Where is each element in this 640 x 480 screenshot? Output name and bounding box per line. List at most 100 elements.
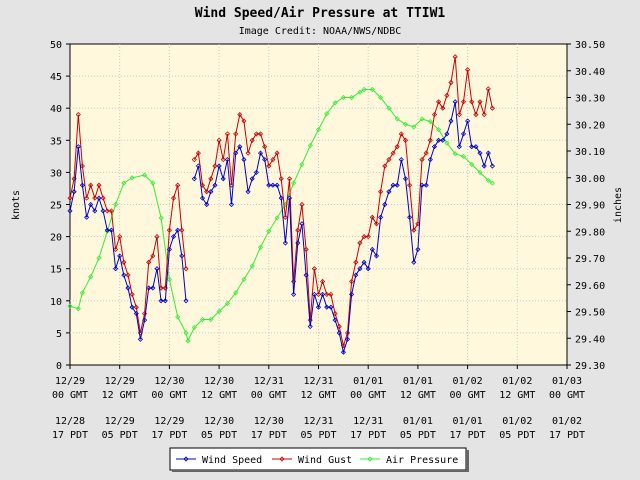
wind-gust-line (193, 56, 493, 348)
wind-speed-point (307, 323, 313, 330)
wind-gust-point (175, 182, 181, 188)
wind-gust-point (183, 266, 189, 272)
wind-speed-point (75, 144, 81, 150)
air-pressure-point (175, 314, 181, 320)
x-tick-gmt-date: 01/01 (403, 376, 433, 387)
wind-speed-point (92, 208, 98, 214)
wind-speed-point (208, 189, 214, 195)
x-tick-gmt-date: 12/31 (303, 376, 333, 387)
wind-gust-point (142, 311, 148, 317)
x-tick-gmt-date: 12/29 (55, 376, 85, 387)
x-tick-gmt-date: 01/01 (353, 376, 383, 387)
legend-shadow-bottom (172, 470, 469, 472)
x-tick-pdt-date: 12/29 (105, 416, 135, 427)
wind-gust-point (191, 157, 197, 163)
wind-speed-point (179, 253, 185, 259)
y-left-tick-label: 35 (50, 136, 62, 147)
wind-gust-point (398, 131, 404, 137)
x-tick-pdt-time: 05 PDT (300, 430, 336, 441)
x-tick-pdt-time: 05 PDT (102, 430, 138, 441)
y-axis-left-ticks: 0 5 10 15 20 25 30 35 40 45 50 (50, 40, 70, 372)
wind-speed-point (489, 163, 495, 169)
wind-gust-point (170, 195, 177, 201)
air-pressure-point (224, 300, 230, 307)
wind-speed-point (262, 157, 268, 163)
wind-speed-point (427, 157, 433, 163)
wind-gust-point (460, 99, 467, 105)
wind-gust-point (237, 112, 243, 118)
air-pressure-point (257, 244, 264, 250)
y-left-tick-label: 25 (50, 201, 62, 212)
wind-speed-point (142, 317, 148, 323)
wind-speed-point (365, 266, 371, 272)
wind-gust-point (79, 163, 85, 169)
wind-gust-point (394, 144, 400, 150)
wind-speed-point (415, 246, 421, 252)
air-pressure-point (452, 151, 458, 157)
wind-speed-point (133, 311, 139, 317)
wind-gust-point (162, 285, 168, 291)
wind-gust-point (133, 304, 139, 310)
wind-gust-point (125, 272, 131, 278)
legend-wind-speed-marker (183, 456, 189, 462)
wind-speed-point (121, 272, 127, 278)
wind-speed-point (278, 195, 284, 201)
wind-speed-point (431, 144, 438, 150)
wind-gust-point (245, 150, 251, 156)
wind-gust-point (440, 105, 446, 111)
legend-air-pressure-label: Air Pressure (386, 455, 458, 466)
wind-speed-point (71, 189, 77, 195)
x-tick-pdt-time: 17 PDT (450, 430, 486, 441)
air-pressure-point (113, 201, 119, 208)
wind-speed-point (311, 291, 317, 297)
x-tick-gmt-date: 01/03 (552, 376, 582, 387)
x-tick-pdt-date: 01/01 (453, 416, 483, 427)
wind-speed-point (291, 291, 297, 297)
x-tick-pdt-time: 17 PDT (251, 430, 287, 441)
air-pressure-point (419, 116, 425, 122)
x-tick-pdt-time: 05 PDT (201, 430, 237, 441)
legend-wind-gust-label: Wind Gust (298, 455, 352, 466)
wind-speed-point (220, 176, 226, 182)
x-tick-pdt-time: 17 PDT (350, 430, 386, 441)
air-pressure-point (291, 180, 297, 186)
wind-speed-point (195, 163, 201, 169)
wind-gust-point (113, 246, 119, 252)
wind-speed-point (249, 176, 255, 182)
wind-gust-point (233, 131, 239, 137)
wind-gust-point (423, 150, 429, 156)
wind-speed-point (456, 144, 462, 150)
x-tick-pdt-date: 01/02 (552, 416, 582, 427)
chart-title: Wind Speed/Air Pressure at TTIW1 (195, 6, 446, 21)
wind-gust-point (129, 291, 135, 297)
x-tick-pdt-date: 12/28 (55, 416, 85, 427)
wind-gust-point (286, 176, 293, 182)
wind-speed-point (166, 246, 172, 252)
air-pressure-point (485, 177, 491, 183)
y-right-tick-label: 29.90 (575, 201, 605, 212)
wind-gust-point (216, 137, 222, 143)
wind-gust-point (166, 227, 172, 233)
wind-speed-point (299, 221, 305, 227)
air-pressure-point (233, 290, 239, 296)
wind-speed-point (369, 246, 375, 252)
wind-gust-point (427, 137, 433, 143)
wind-speed-point (237, 144, 243, 150)
y-right-tick-label: 29.70 (575, 254, 605, 265)
air-pressure-point (96, 255, 102, 261)
y-right-tick-label: 30.10 (575, 147, 605, 158)
wind-gust-point (84, 195, 90, 201)
wind-speed-point (349, 291, 355, 297)
air-pressure-point (460, 153, 467, 159)
x-tick-pdt-time: 05 PDT (400, 430, 436, 441)
wind-gust-point (179, 227, 185, 233)
wind-speed-point (282, 240, 288, 246)
x-tick-gmt-time: 12 GMT (201, 390, 237, 401)
x-tick-gmt-date: 01/02 (453, 376, 483, 387)
wind-speed-point (402, 176, 409, 182)
air-pressure-point (199, 316, 206, 323)
wind-gust-point (357, 240, 363, 246)
wind-speed-point (204, 201, 210, 208)
y-right-tick-label: 30.00 (575, 174, 605, 185)
wind-speed-point (183, 298, 189, 304)
